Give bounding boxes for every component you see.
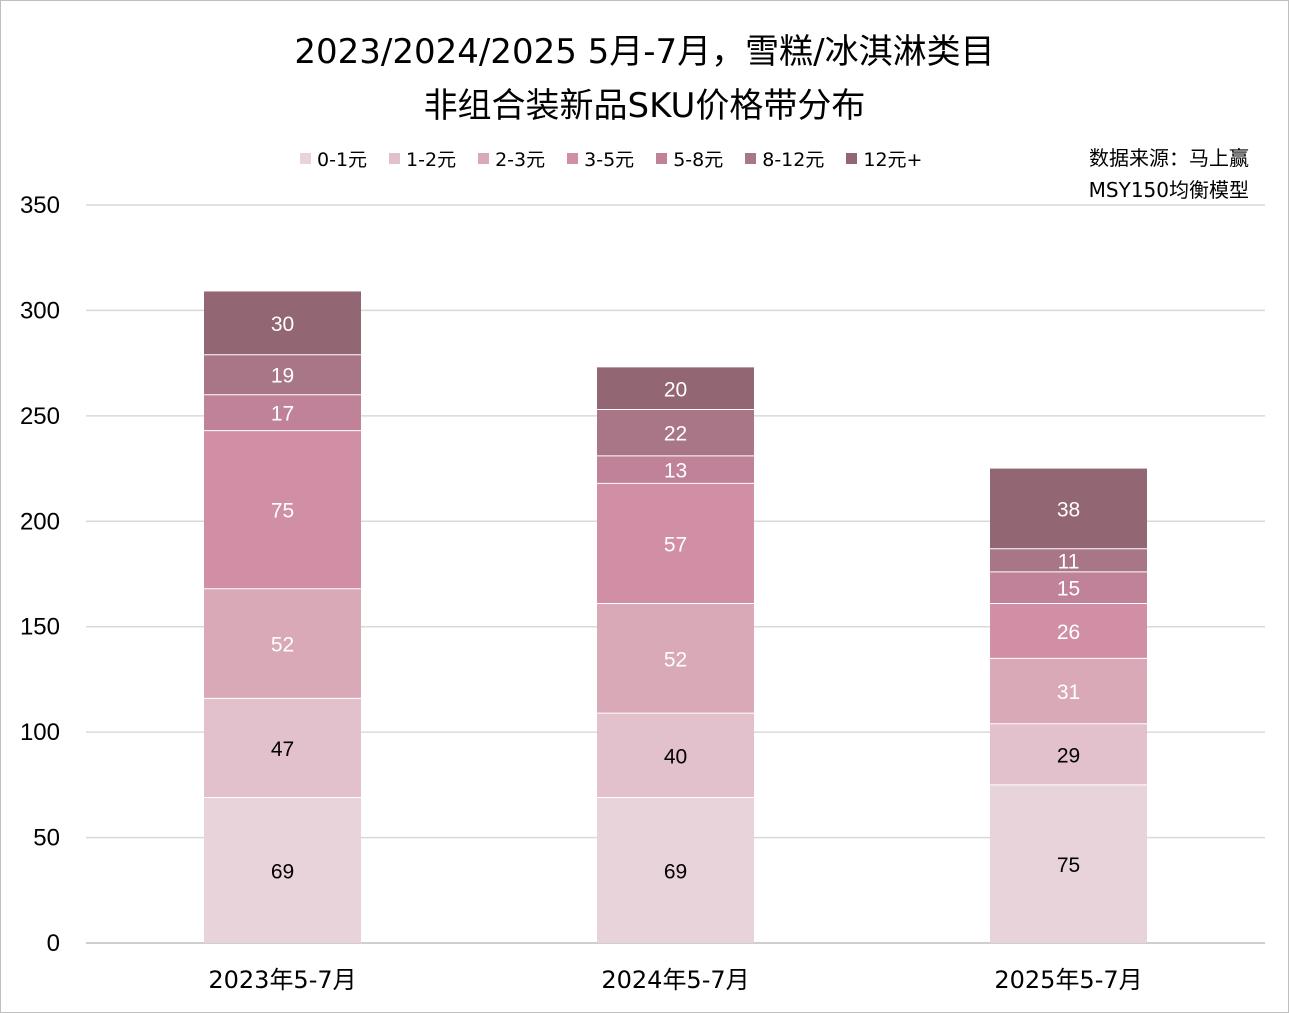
bar-segment xyxy=(990,658,1147,724)
bar-segment xyxy=(990,603,1147,659)
bar-segment xyxy=(597,455,754,484)
bar-segment xyxy=(597,713,754,798)
data-label: 52 xyxy=(271,634,294,657)
data-label: 30 xyxy=(271,313,294,336)
data-label: 69 xyxy=(271,860,294,883)
data-label: 40 xyxy=(664,745,687,768)
data-label: 15 xyxy=(1057,578,1080,601)
data-label: 19 xyxy=(271,365,294,388)
bar-segment xyxy=(204,291,361,355)
y-tick-label: 0 xyxy=(47,930,60,957)
legend-swatch xyxy=(478,152,490,164)
legend-label: 8-12元 xyxy=(762,148,825,171)
legend-item: 0-1元 xyxy=(300,145,367,172)
legend-item: 8-12元 xyxy=(745,145,824,172)
chart-title-line-2: 非组合装新品SKU价格带分布 xyxy=(423,86,866,126)
y-tick-label: 350 xyxy=(20,192,60,219)
legend-item: 3-5元 xyxy=(567,145,634,172)
bar-segment xyxy=(990,548,1147,572)
legend-label: 12元+ xyxy=(863,148,923,171)
y-tick-label: 300 xyxy=(20,297,60,324)
legend-label: 2-3元 xyxy=(495,148,546,171)
x-tick-label: 2023年5-7月 xyxy=(208,966,356,994)
bar-segment xyxy=(990,723,1147,785)
legend-swatch xyxy=(745,152,757,164)
bar-segment xyxy=(597,367,754,410)
bar-segment xyxy=(597,797,754,943)
y-tick-label: 100 xyxy=(20,719,60,746)
source-note-line-2: MSY150均衡模型 xyxy=(1088,178,1249,202)
bar-segment xyxy=(204,354,361,395)
bar-segment xyxy=(990,784,1147,943)
data-label: 22 xyxy=(664,423,687,446)
bar-segment xyxy=(204,698,361,798)
legend-item: 5-8元 xyxy=(656,145,723,172)
legend-swatch xyxy=(389,152,401,164)
bar-segment xyxy=(990,468,1147,549)
data-label: 31 xyxy=(1057,681,1080,704)
legend: 0-1元 1-2元 2-3元 3-5元 5-8元 8-12元 12元+ xyxy=(300,144,944,172)
bar-segment xyxy=(990,571,1147,604)
data-label: 29 xyxy=(1057,744,1080,767)
source-note-line-1: 数据来源：马上赢 xyxy=(1089,146,1249,170)
bar-segment xyxy=(204,430,361,589)
data-label: 57 xyxy=(664,533,687,556)
y-tick-label: 150 xyxy=(20,614,60,641)
bar-segment xyxy=(204,588,361,699)
legend-item: 1-2元 xyxy=(389,145,456,172)
legend-item: 12元+ xyxy=(846,145,922,172)
legend-label: 0-1元 xyxy=(317,148,368,171)
legend-swatch xyxy=(846,152,858,164)
x-tick-label: 2024年5-7月 xyxy=(601,966,749,994)
data-label: 75 xyxy=(271,500,294,523)
data-label: 20 xyxy=(664,378,687,401)
bar-segment xyxy=(204,797,361,943)
data-label: 75 xyxy=(1057,854,1080,877)
data-label: 17 xyxy=(271,403,294,426)
data-label: 69 xyxy=(664,860,687,883)
x-tick-label: 2025年5-7月 xyxy=(994,966,1142,994)
legend-swatch xyxy=(300,152,311,164)
data-label: 52 xyxy=(664,648,687,671)
chart-title-line-1: 2023/2024/2025 5月-7月，雪糕/冰淇淋类目 xyxy=(294,32,995,72)
data-label: 38 xyxy=(1057,499,1080,522)
legend-label: 5-8元 xyxy=(673,148,724,171)
legend-item: 2-3元 xyxy=(478,145,545,172)
data-label: 13 xyxy=(664,460,687,483)
y-tick-label: 50 xyxy=(33,825,60,852)
data-label: 26 xyxy=(1057,621,1080,644)
legend-label: 1-2元 xyxy=(406,148,457,171)
legend-label: 3-5元 xyxy=(584,148,635,171)
legend-swatch xyxy=(567,152,579,164)
bar-segment xyxy=(204,394,361,431)
bar-segment xyxy=(597,603,754,714)
legend-swatch xyxy=(656,152,668,164)
data-label: 47 xyxy=(271,738,294,761)
y-tick-label: 250 xyxy=(20,403,60,430)
bar-segment xyxy=(597,483,754,604)
y-tick-label: 200 xyxy=(20,508,60,535)
data-label: 11 xyxy=(1058,550,1080,573)
bar-segment xyxy=(597,409,754,456)
